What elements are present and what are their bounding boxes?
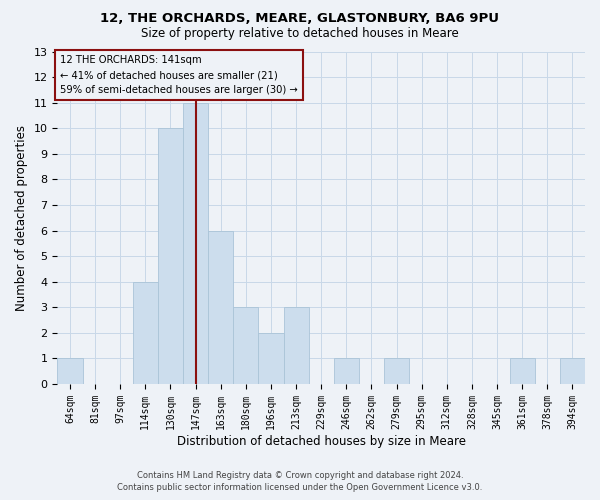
Text: Contains HM Land Registry data © Crown copyright and database right 2024.
Contai: Contains HM Land Registry data © Crown c… bbox=[118, 471, 482, 492]
Bar bbox=[284, 307, 308, 384]
Bar bbox=[560, 358, 585, 384]
Bar bbox=[259, 333, 284, 384]
Bar bbox=[58, 358, 83, 384]
Bar bbox=[133, 282, 158, 384]
Bar bbox=[208, 230, 233, 384]
Text: 12, THE ORCHARDS, MEARE, GLASTONBURY, BA6 9PU: 12, THE ORCHARDS, MEARE, GLASTONBURY, BA… bbox=[101, 12, 499, 26]
Bar bbox=[233, 307, 259, 384]
Bar bbox=[334, 358, 359, 384]
Text: 12 THE ORCHARDS: 141sqm
← 41% of detached houses are smaller (21)
59% of semi-de: 12 THE ORCHARDS: 141sqm ← 41% of detache… bbox=[61, 56, 298, 95]
Text: Size of property relative to detached houses in Meare: Size of property relative to detached ho… bbox=[141, 28, 459, 40]
Bar bbox=[183, 102, 208, 384]
X-axis label: Distribution of detached houses by size in Meare: Distribution of detached houses by size … bbox=[177, 434, 466, 448]
Bar bbox=[384, 358, 409, 384]
Y-axis label: Number of detached properties: Number of detached properties bbox=[15, 124, 28, 310]
Bar bbox=[158, 128, 183, 384]
Bar bbox=[509, 358, 535, 384]
